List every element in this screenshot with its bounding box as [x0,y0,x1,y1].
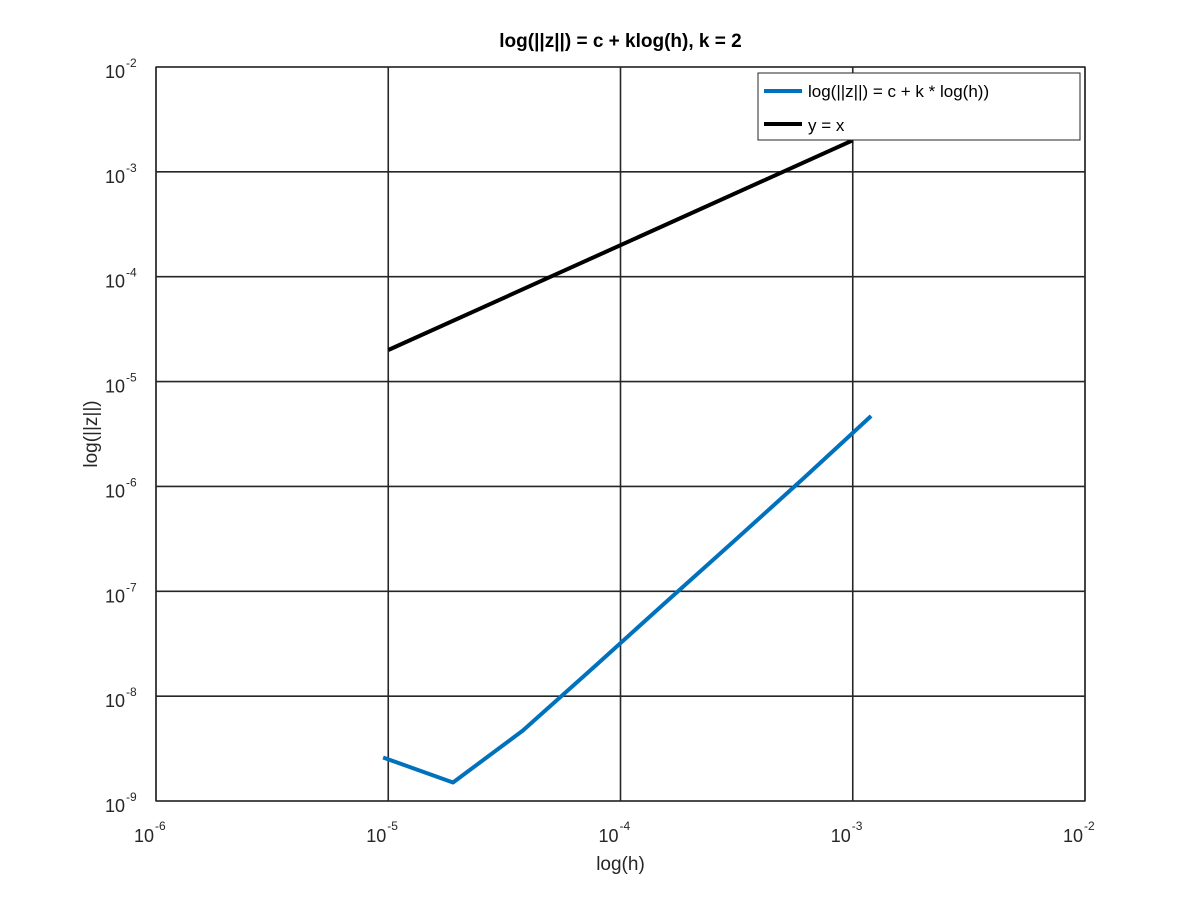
x-tick-label: 10 -4 [598,819,630,846]
y-tick-label-exponent: -9 [126,790,137,804]
x-tick-label-base: 10 [598,826,618,846]
y-tick-label: 10 -4 [105,266,137,292]
y-tick-label-base: 10 [105,586,125,606]
legend: log(||z||) = c + k * log(h)) y = x [757,72,1081,141]
x-tick-label-base: 10 [134,826,154,846]
y-tick-label-exponent: -5 [126,371,137,385]
y-tick-label-base: 10 [105,272,125,292]
legend-label-series-1: log(||z||) = c + k * log(h)) [808,82,989,101]
series-line-1 [382,414,873,785]
y-tick-label: 10 -7 [105,580,137,606]
x-tick-label: 10 -3 [831,819,863,846]
x-tick-label: 10 -6 [134,819,166,846]
y-tick-label-base: 10 [105,377,125,397]
y-tick-label: 10 -6 [105,475,137,501]
y-tick-label-base: 10 [105,691,125,711]
y-tick-label-exponent: -4 [126,266,137,280]
x-tick-label-exponent: -5 [387,819,398,833]
ticks [155,66,1086,802]
y-tick-label-exponent: -8 [126,685,137,699]
legend-box [757,72,1081,141]
y-tick-labels: 10-910-810-710-610-510-410-310-2 [105,56,137,816]
chart-title: log(||z||) = c + klog(h), k = 2 [499,31,741,52]
y-tick-label-base: 10 [105,796,125,816]
x-tick-label-base: 10 [831,826,851,846]
x-tick-label-base: 10 [366,826,386,846]
y-tick-label-exponent: -2 [126,56,137,70]
x-tick-label-exponent: -3 [852,819,863,833]
x-tick-label-exponent: -6 [155,819,166,833]
y-tick-label: 10 -9 [105,790,137,816]
series-line-2 [387,138,854,352]
x-axis-label: log(h) [596,854,645,875]
x-tick-labels: 10 -6 10 -5 10 -4 10 -3 10 -2 [134,819,1095,846]
y-tick-label: 10 -3 [105,161,137,187]
x-tick-label: 10 -5 [366,819,398,846]
plot-series [382,138,873,785]
x-tick-label-exponent: -4 [620,819,631,833]
y-axis-label: log(||z||) [81,400,102,467]
y-tick-label-base: 10 [105,167,125,187]
y-tick-label-exponent: -6 [126,475,137,489]
x-tick-label: 10 -2 [1063,819,1095,846]
y-tick-label-base: 10 [105,62,125,82]
y-tick-label-base: 10 [105,481,125,501]
x-tick-label-exponent: -2 [1084,819,1095,833]
y-tick-label-exponent: -7 [126,580,137,594]
x-tick-label-base: 10 [1063,826,1083,846]
y-tick-label: 10 -5 [105,371,137,397]
y-tick-label: 10 -2 [105,56,137,82]
legend-label-series-2: y = x [808,116,845,135]
y-tick-label-exponent: -3 [126,161,137,175]
y-tick-label: 10 -8 [105,685,137,711]
